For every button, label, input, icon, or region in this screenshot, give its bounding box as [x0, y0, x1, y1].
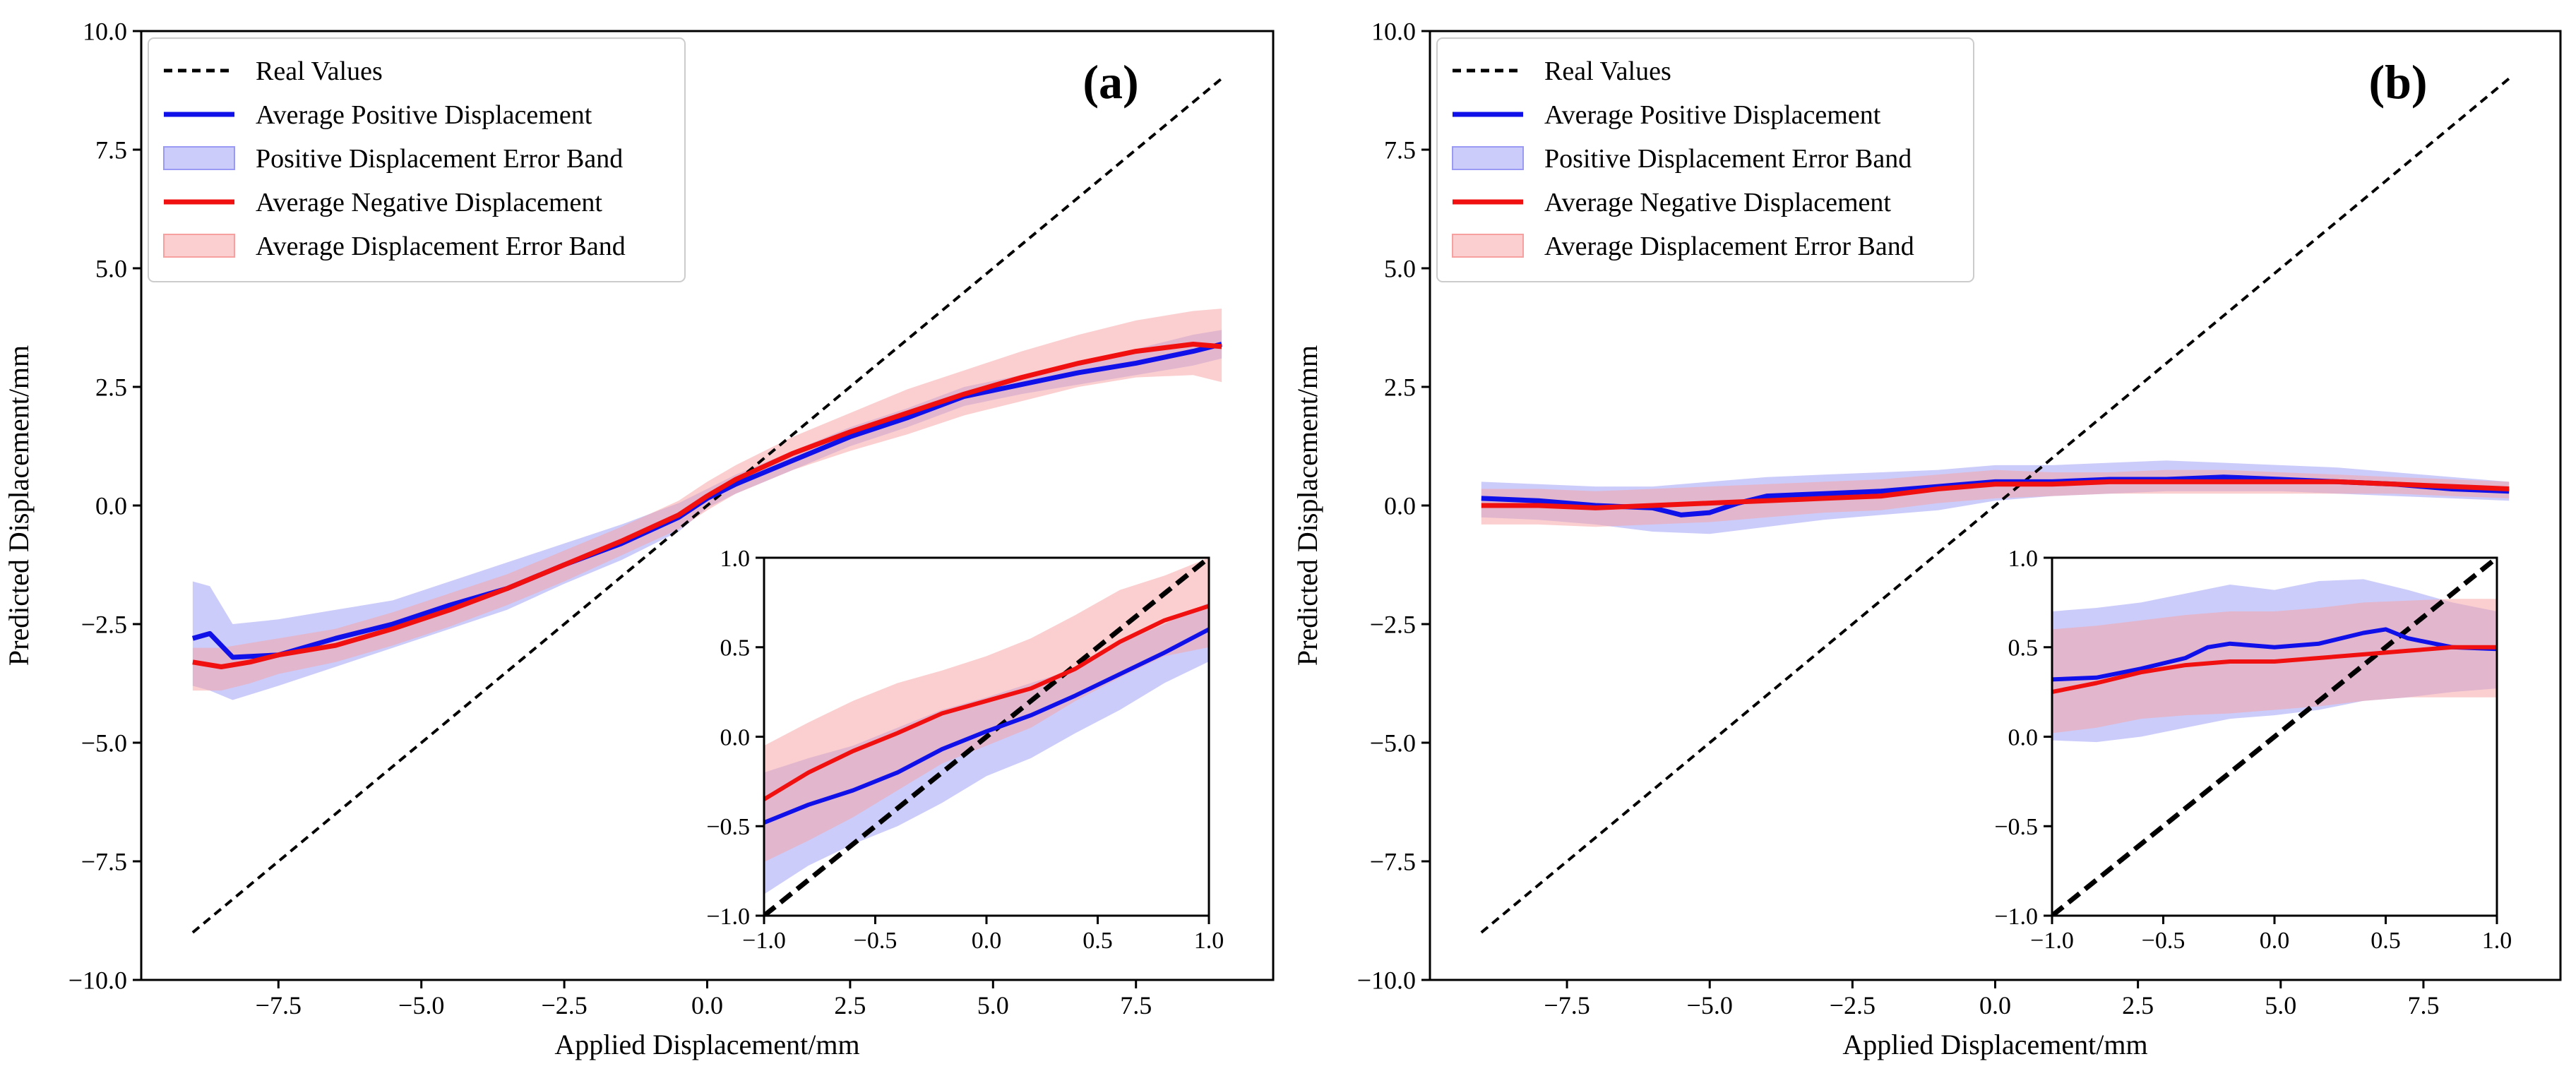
legend: Real Values Average Positive Displacement…	[148, 37, 686, 282]
legend-frame	[1436, 37, 1974, 282]
legend-label-negative_band: Average Displacement Error Band	[256, 232, 626, 261]
legend-label-real: Real Values	[256, 56, 383, 86]
legend-label-positive: Average Positive Displacement	[256, 100, 592, 130]
inset-a-y-tick-label: −1.0	[706, 904, 750, 930]
panel-a-x-tick-label: 5.0	[977, 991, 1009, 1019]
inset-b-x-tick-label: 1.0	[2482, 928, 2512, 954]
inset-b-average-negative-displacement	[2052, 645, 2497, 695]
panel-b-y-tick-label: −5.0	[1370, 729, 1416, 758]
inset-a-x-tick-label: 0.5	[1083, 928, 1113, 954]
inset-b-real-values	[2052, 558, 2497, 916]
inset-a-y-tick-label: 0.0	[720, 724, 751, 750]
panel-a-y-tick-label: 5.0	[95, 255, 127, 283]
panel-b-plot-area	[1480, 77, 2510, 934]
legend-label-positive: Average Positive Displacement	[1544, 100, 1881, 130]
legend-frame	[148, 37, 686, 282]
panel-b-x-tick-label: 2.5	[2122, 991, 2154, 1019]
panel-b: −7.5 −5.0 −2.5 0.0 2.5 5.0 7.5 −10.0 −7.5 −5.0 −2.…	[1292, 18, 2562, 1060]
inset-b-x-tick-label: −0.5	[2142, 928, 2186, 954]
inset-a-x-tick-label: −1.0	[742, 928, 786, 954]
panel-a-x-tick-label: 2.5	[834, 991, 866, 1019]
inset-a-plot-area	[764, 558, 1209, 916]
x-axis-label: Applied Displacement/mm	[554, 1029, 859, 1060]
legend-label-real: Real Values	[1544, 56, 1671, 86]
inset-a-x-tick-label: 1.0	[1194, 928, 1224, 954]
inset-a: −1.0 −0.5 0.0 0.5 1.0 −1.0 −0.5 0.0 0.5 1.0	[706, 546, 1224, 954]
panel-b-y-tick-label: 0.0	[1384, 492, 1416, 520]
inset-b-y-tick-label: −1.0	[1994, 904, 2038, 930]
panel-b-y-tick-label: 5.0	[1384, 255, 1416, 283]
panel-a-y-tick-label: 0.0	[95, 492, 127, 520]
inset-a-average-negative-displacement	[764, 604, 1209, 801]
panel-a-x-tick-label: −2.5	[541, 991, 587, 1019]
panel-b-y-tick-label: 10.0	[1371, 18, 1416, 46]
inset-b: −1.0 −0.5 0.0 0.5 1.0 −1.0 −0.5 0.0 0.5 1.0	[1994, 546, 2512, 954]
inset-a-average-positive-displacement	[764, 627, 1209, 825]
legend-label-negative: Average Negative Displacement	[256, 188, 602, 217]
legend: Real Values Average Positive Displacement…	[1436, 37, 1974, 282]
legend-label-positive_band: Positive Displacement Error Band	[256, 144, 623, 174]
panel-a-y-tick-label: −10.0	[68, 967, 127, 995]
panel-b-y-tick-label: −2.5	[1370, 611, 1416, 639]
panel-a-plot-area	[191, 77, 1223, 934]
panel-a-y-tick-label: 2.5	[95, 373, 127, 402]
panel-a-x-tick-label: −5.0	[398, 991, 444, 1019]
panel-b-x-tick-label: −2.5	[1830, 991, 1876, 1019]
panel-b-y-tick-label: 7.5	[1384, 136, 1416, 164]
panel-a: −7.5 −5.0 −2.5 0.0 2.5 5.0 7.5 −10.0 −7.5 −5.0 −2.…	[3, 18, 1275, 1060]
inset-b-average-positive-displacement	[2052, 627, 2497, 682]
inset-b-y-tick-label: 1.0	[2008, 546, 2039, 572]
panel-b-real-values	[1480, 77, 2510, 934]
panel-a-y-tick-label: −7.5	[81, 848, 127, 876]
panel-b-x-tick-label: −7.5	[1544, 991, 1590, 1019]
legend-handle-positive_band	[1452, 146, 1524, 170]
legend-label-positive_band: Positive Displacement Error Band	[1544, 144, 1912, 174]
inset-b-average-displacement-error-band	[2052, 599, 2497, 734]
inset-a-x-tick-label: 0.0	[972, 928, 1002, 954]
panel-a-y-tick-label: −5.0	[81, 729, 127, 758]
panel-b-x-tick-label: −5.0	[1687, 991, 1733, 1019]
panel-b-y-tick-label: −7.5	[1370, 848, 1416, 876]
panel-a-y-tick-label: 7.5	[95, 136, 127, 164]
inset-a-y-tick-label: 1.0	[720, 546, 751, 572]
y-axis-label: Predicted Displacement/mm	[1292, 345, 1323, 666]
legend-label-negative: Average Negative Displacement	[1544, 188, 1891, 217]
inset-b-y-tick-label: 0.5	[2008, 635, 2039, 662]
panel-a-x-tick-label: 0.0	[691, 991, 723, 1019]
x-axis-label: Applied Displacement/mm	[1842, 1029, 2147, 1060]
inset-a-real-values	[764, 558, 1209, 916]
inset-b-x-tick-label: −1.0	[2030, 928, 2074, 954]
panel-a-y-tick-label: 10.0	[83, 18, 127, 46]
inset-a-average-displacement-error-band	[764, 558, 1209, 862]
panel-b-y-tick-label: 2.5	[1384, 373, 1416, 402]
panel-a-average-negative-displacement	[192, 342, 1222, 669]
panel-a-real-values	[191, 77, 1223, 934]
legend-handle-negative_band	[1452, 234, 1524, 258]
inset-b-plot-area	[2052, 558, 2497, 916]
panel-a-x-tick-label: 7.5	[1120, 991, 1152, 1019]
legend-handle-negative_band	[163, 234, 235, 258]
inset-b-x-tick-label: 0.0	[2260, 928, 2290, 954]
panel-a-y-tick-label: −2.5	[81, 611, 127, 639]
panel-b-y-tick-label: −10.0	[1357, 967, 1416, 995]
panel-b-x-tick-label: 5.0	[2265, 991, 2296, 1019]
inset-a-x-tick-label: −0.5	[854, 928, 898, 954]
panel-b-x-tick-label: 0.0	[1979, 991, 2011, 1019]
inset-a-y-tick-label: −0.5	[706, 814, 750, 840]
inset-b-y-tick-label: −0.5	[1994, 814, 2038, 840]
panel-b-average-negative-displacement	[1481, 479, 2510, 510]
inset-a-y-tick-label: 0.5	[720, 635, 751, 662]
inset-b-y-tick-label: 0.0	[2008, 724, 2039, 750]
legend-handle-positive_band	[163, 146, 235, 170]
panel-b-x-tick-label: 7.5	[2407, 991, 2439, 1019]
panel-a-x-tick-label: −7.5	[256, 991, 302, 1019]
y-axis-label: Predicted Displacement/mm	[3, 345, 35, 666]
legend-label-negative_band: Average Displacement Error Band	[1544, 232, 1914, 261]
panel-label-a: (a)	[1083, 55, 1138, 109]
panel-label-b: (b)	[2368, 55, 2427, 109]
inset-b-x-tick-label: 0.5	[2371, 928, 2401, 954]
